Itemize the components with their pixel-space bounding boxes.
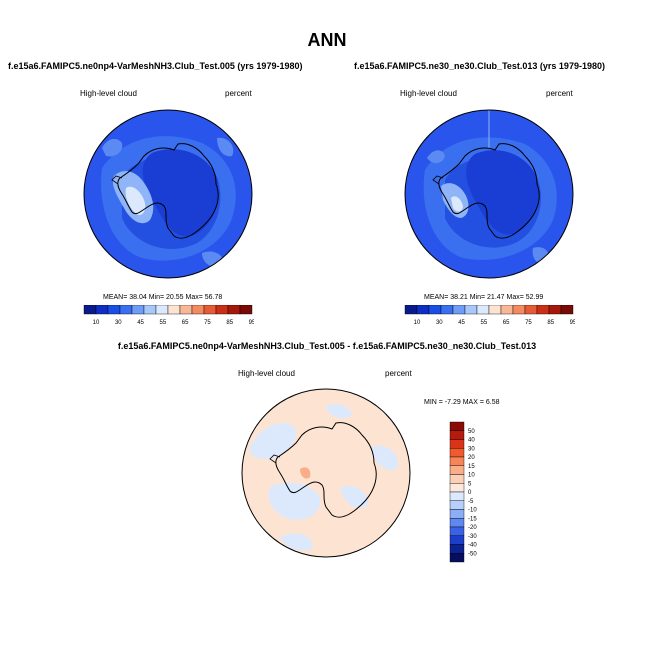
diff-colorbar-swatch xyxy=(449,439,465,449)
diff-panel-title: f.e15a6.FAMIPC5.ne0np4-VarMeshNH3.Club_T… xyxy=(117,341,537,351)
diff-colorbar-tick-label: -15 xyxy=(468,516,477,522)
left-colorbar-swatch xyxy=(167,305,181,315)
diff-colorbar-tick-label: -40 xyxy=(468,543,477,549)
left-colorbar-swatch xyxy=(191,305,205,315)
left-units-label: percent xyxy=(225,89,252,98)
diff-colorbar-tick-label: -20 xyxy=(468,525,477,531)
left-colorbar-swatch xyxy=(107,305,121,315)
right-colorbar-swatch xyxy=(404,305,418,315)
right-colorbar-swatch xyxy=(548,305,562,315)
diff-colorbar-swatch xyxy=(449,456,465,466)
right-colorbar-swatch xyxy=(560,305,574,315)
right-colorbar-swatch xyxy=(488,305,502,315)
right-colorbar-swatch xyxy=(536,305,550,315)
left-colorbar-tick-label: 10 xyxy=(93,320,100,326)
diff-colorbar-tick-label: 5 xyxy=(468,481,472,487)
diff-colorbar-swatch xyxy=(449,553,465,563)
right-colorbar-swatch xyxy=(512,305,526,315)
right-colorbar-swatch xyxy=(452,305,466,315)
left-colorbar-swatch xyxy=(227,305,241,315)
left-stats: MEAN= 38.04 Min= 20.55 Max= 56.78 xyxy=(103,294,223,301)
diff-colorbar-tick-label: -5 xyxy=(468,499,474,505)
left-colorbar-tick-label: 95 xyxy=(249,320,254,326)
left-colorbar-tick-label: 85 xyxy=(226,320,233,326)
right-colorbar-swatch xyxy=(464,305,478,315)
main-title: ANN xyxy=(307,30,347,50)
diff-map xyxy=(241,388,411,558)
left-colorbar-tick-label: 30 xyxy=(115,320,122,326)
diff-units-label: percent xyxy=(385,369,412,378)
diff-colorbar-tick-label: 15 xyxy=(468,464,475,470)
left-colorbar-tick-label: 65 xyxy=(182,320,189,326)
left-colorbar-swatch xyxy=(203,305,217,315)
right-colorbar-tick-label: 55 xyxy=(481,320,488,326)
diff-colorbar-swatch xyxy=(449,544,465,554)
left-colorbar-swatch xyxy=(215,305,229,315)
left-panel-title: f.e15a6.FAMIPC5.ne0np4-VarMeshNH3.Club_T… xyxy=(8,61,303,71)
diff-colorbar-swatch xyxy=(449,430,465,440)
right-units-label: percent xyxy=(546,89,573,98)
left-colorbar-tick-label: 75 xyxy=(204,320,211,326)
diff-colorbar-tick-label: 30 xyxy=(468,446,475,452)
left-colorbar-swatch xyxy=(95,305,109,315)
right-colorbar-tick-label: 10 xyxy=(414,320,421,326)
left-colorbar-swatch xyxy=(83,305,97,315)
right-colorbar-tick-label: 75 xyxy=(525,320,532,326)
right-colorbar: 10 30 45 55 65 75 85 95 xyxy=(404,305,575,326)
left-colorbar-swatch xyxy=(119,305,133,315)
diff-variable-label: High-level cloud xyxy=(238,369,295,378)
diff-colorbar-tick-label: 0 xyxy=(468,490,472,496)
diff-colorbar-swatch xyxy=(449,421,465,431)
diff-colorbar-swatch xyxy=(449,526,465,536)
diff-colorbar-swatch xyxy=(449,500,465,510)
right-colorbar-swatch xyxy=(428,305,442,315)
right-panel-title: f.e15a6.FAMIPC5.ne30_ne30.Club_Test.013 … xyxy=(354,61,605,71)
right-variable-label: High-level cloud xyxy=(400,89,457,98)
right-colorbar-tick-label: 45 xyxy=(458,320,465,326)
diff-colorbar-swatch xyxy=(449,483,465,493)
left-colorbar-tick-label: 55 xyxy=(160,320,167,326)
diff-colorbar-tick-label: 50 xyxy=(468,429,475,435)
diff-colorbar-swatch xyxy=(449,518,465,528)
diff-colorbar-swatch xyxy=(449,509,465,519)
left-colorbar: 10 30 45 55 65 75 85 95 xyxy=(83,305,254,326)
right-colorbar-tick-label: 85 xyxy=(547,320,554,326)
right-colorbar-swatch xyxy=(416,305,430,315)
right-stats: MEAN= 38.21 Min= 21.47 Max= 52.99 xyxy=(424,294,544,301)
right-colorbar-swatch xyxy=(440,305,454,315)
diff-colorbar-tick-label: 10 xyxy=(468,473,475,479)
left-colorbar-swatch xyxy=(131,305,145,315)
diff-colorbar-swatch xyxy=(449,474,465,484)
left-colorbar-swatch xyxy=(155,305,169,315)
left-variable-label: High-level cloud xyxy=(80,89,137,98)
diff-colorbar-swatch xyxy=(449,535,465,545)
diff-colorbar-swatch xyxy=(449,448,465,458)
left-colorbar-swatch xyxy=(179,305,193,315)
right-colorbar-swatch xyxy=(524,305,538,315)
right-map xyxy=(404,109,574,279)
diff-stats: MIN = -7.29 MAX = 6.58 xyxy=(424,399,500,406)
diff-colorbar-tick-label: -10 xyxy=(468,508,477,514)
right-colorbar-swatch xyxy=(476,305,490,315)
right-colorbar-tick-label: 65 xyxy=(503,320,510,326)
diff-colorbar-swatch xyxy=(449,491,465,501)
left-colorbar-swatch xyxy=(143,305,157,315)
right-colorbar-tick-label: 30 xyxy=(436,320,443,326)
diff-colorbar-tick-label: -30 xyxy=(468,534,477,540)
left-colorbar-tick-label: 45 xyxy=(137,320,144,326)
diff-colorbar-swatch xyxy=(449,465,465,475)
diff-colorbar-tick-label: 20 xyxy=(468,455,475,461)
left-map xyxy=(83,109,253,279)
right-colorbar-swatch xyxy=(500,305,514,315)
diff-colorbar-tick-label: -50 xyxy=(468,551,477,557)
diff-colorbar-tick-label: 40 xyxy=(468,438,475,444)
right-colorbar-tick-label: 95 xyxy=(570,320,575,326)
left-colorbar-swatch xyxy=(239,305,253,315)
